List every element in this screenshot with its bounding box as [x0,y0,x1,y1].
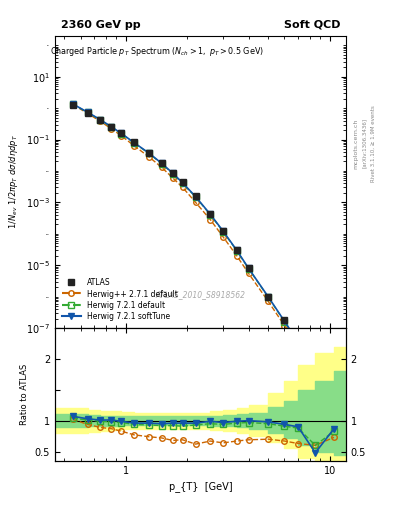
ATLAS [109,124,114,130]
ATLAS [180,179,185,185]
Text: [arXiv:1306.3436]: [arXiv:1306.3436] [362,118,367,168]
ATLAS [85,110,90,116]
Text: Soft QCD: Soft QCD [283,20,340,30]
ATLAS [282,317,287,323]
ATLAS [296,337,301,344]
ATLAS [119,130,123,136]
ATLAS [159,160,164,166]
ATLAS [70,101,75,108]
ATLAS [332,395,336,401]
ATLAS [246,265,251,271]
Text: Rivet 3.1.10, ≥ 1.9M events: Rivet 3.1.10, ≥ 1.9M events [371,105,376,182]
Legend: ATLAS, Herwig++ 2.7.1 default, Herwig 7.2.1 default, Herwig 7.2.1 softTune: ATLAS, Herwig++ 2.7.1 default, Herwig 7.… [59,275,181,324]
Y-axis label: $1/N_{ev}$ $1/2\pi p_T$ $d\sigma/d\eta dp_T$: $1/N_{ev}$ $1/2\pi p_T$ $d\sigma/d\eta d… [7,134,20,229]
ATLAS [234,247,239,253]
ATLAS [208,211,213,217]
Text: Charged Particle $p_T$ Spectrum ($N_{ch} > 1,\ p_T > 0.5$ GeV): Charged Particle $p_T$ Spectrum ($N_{ch}… [50,45,264,58]
ATLAS [147,150,151,156]
X-axis label: p_{T}  [GeV]: p_{T} [GeV] [169,481,232,492]
ATLAS [98,117,103,123]
ATLAS [193,193,198,199]
ATLAS [266,293,271,300]
ATLAS [313,366,318,372]
Text: ATLAS_2010_S8918562: ATLAS_2010_S8918562 [155,290,246,299]
ATLAS [132,139,136,145]
Text: 2360 GeV pp: 2360 GeV pp [61,20,140,30]
ATLAS [171,169,175,176]
ATLAS [221,228,226,234]
Y-axis label: Ratio to ATLAS: Ratio to ATLAS [20,364,29,425]
Line: ATLAS: ATLAS [69,101,338,401]
Text: mcplots.cern.ch: mcplots.cern.ch [353,118,358,168]
